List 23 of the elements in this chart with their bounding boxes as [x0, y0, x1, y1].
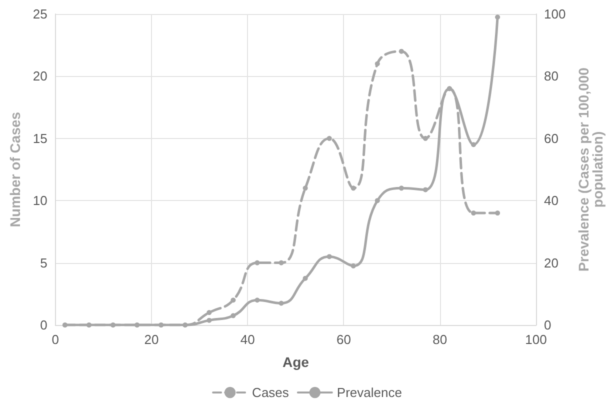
y-tick-label: 15 [32, 130, 48, 146]
y-tick-label: 20 [32, 68, 48, 84]
legend-label: Prevalence [336, 385, 402, 400]
x-tick-label: 40 [240, 332, 255, 347]
x-tick-label: 20 [144, 332, 159, 347]
x-tick-label: 60 [336, 332, 351, 347]
y2-tick-label: 20 [544, 255, 558, 270]
y-tick-label: 25 [32, 6, 48, 22]
y-tick-label: 10 [32, 193, 48, 208]
y-tick-label: 0 [40, 318, 48, 332]
x-tick-label: 0 [52, 332, 59, 347]
y2-tick-label: 40 [544, 193, 558, 208]
x-tick-label: 100 [525, 332, 547, 347]
y2-tick-label: 60 [544, 130, 558, 146]
y2-tick-label: 0 [544, 318, 552, 332]
y-tick-label: 5 [40, 255, 48, 270]
legend-label: Cases [252, 385, 290, 400]
x-tick-label: 80 [432, 332, 448, 347]
y-axis-title: Number of Cases [7, 112, 23, 228]
y2-axis-title: Prevalence (Cases per 100,000 population) [576, 67, 606, 272]
y2-tick-label: 80 [544, 68, 558, 84]
y2-tick-label: 100 [544, 6, 566, 22]
x-axis-title: Age [282, 354, 310, 370]
